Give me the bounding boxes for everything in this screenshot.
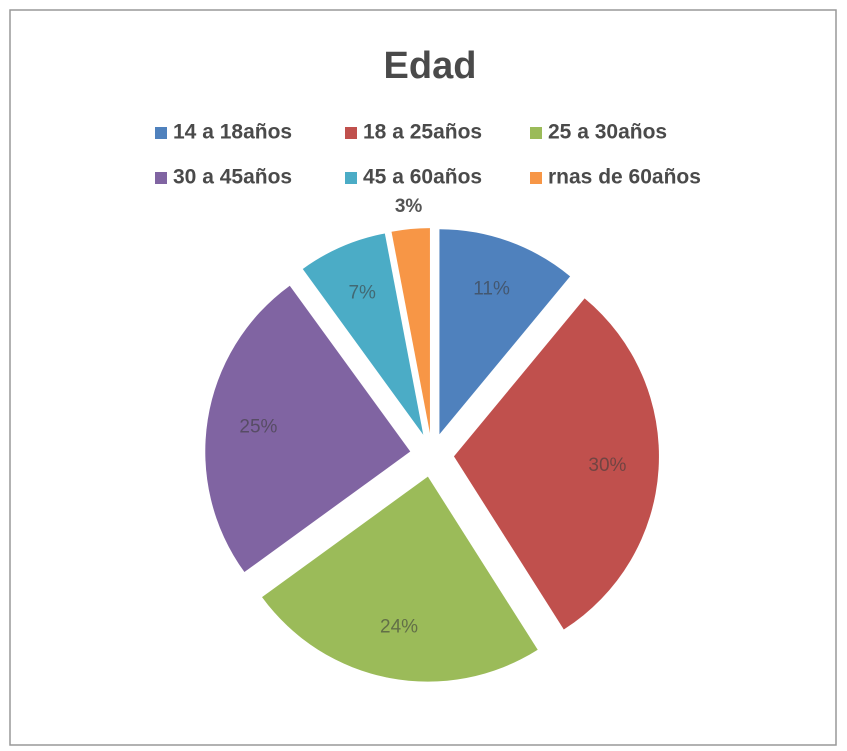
legend-label: 30 a 45años <box>173 166 292 189</box>
data-label: 7% <box>348 283 376 304</box>
pie-slice <box>439 229 571 435</box>
legend-swatch <box>155 172 167 184</box>
legend-swatch <box>155 127 167 139</box>
legend-swatch <box>345 127 357 139</box>
data-label: 25% <box>239 417 277 438</box>
legend-label: rnas de 60años <box>548 166 701 189</box>
pie-slice <box>262 476 538 682</box>
legend-swatch <box>530 127 542 139</box>
pie-slice <box>391 228 430 434</box>
legend-swatch <box>345 172 357 184</box>
legend-label: 18 a 25años <box>363 121 482 144</box>
legend-label: 45 a 60años <box>363 166 482 189</box>
data-label: 3% <box>395 196 423 217</box>
legend-label: 25 a 30años <box>548 121 667 144</box>
data-label: 30% <box>588 455 626 476</box>
data-label: 24% <box>380 617 418 638</box>
data-label: 11% <box>473 279 510 300</box>
pie-slice <box>302 233 424 435</box>
pie-slice <box>453 298 659 630</box>
pie-slice <box>205 285 411 573</box>
chart-title: Edad <box>384 45 477 87</box>
legend-swatch <box>530 172 542 184</box>
legend-label: 14 a 18años <box>173 121 292 144</box>
